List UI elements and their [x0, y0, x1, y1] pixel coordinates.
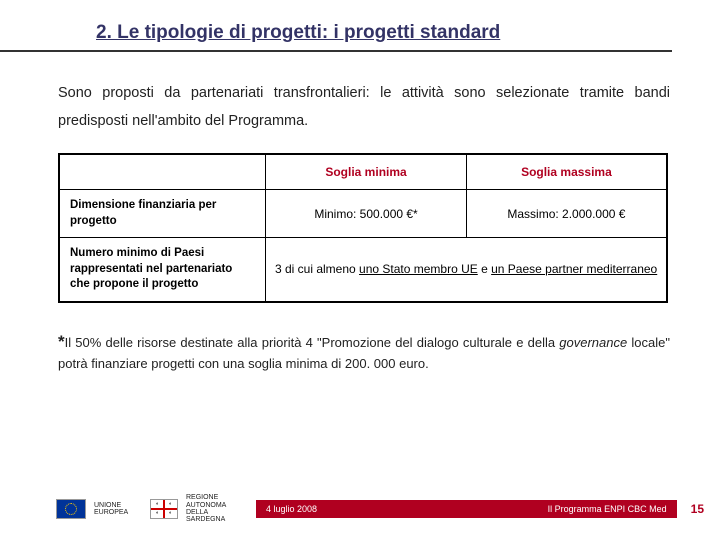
footnote-text-1: Il 50% delle risorse destinate alla prio… [65, 335, 560, 350]
merged-underline-2: un Paese partner mediterraneo [491, 262, 657, 276]
merged-mid: e [478, 262, 491, 276]
eu-label: UNIONE EUROPEA [94, 502, 142, 517]
footnote-italic: governance [559, 335, 627, 350]
intro-paragraph: Sono proposti da partenariati transfront… [0, 52, 720, 135]
cell-max: Massimo: 2.000.000 € [466, 190, 667, 238]
footnote: *Il 50% delle risorse destinate alla pri… [0, 303, 720, 374]
footer-date: 4 luglio 2008 [266, 504, 317, 514]
row-label: Dimensione finanziaria per progetto [59, 190, 266, 238]
slide-title: 2. Le tipologie di progetti: i progetti … [96, 22, 500, 43]
footer-red-bar: 4 luglio 2008 Il Programma ENPI CBC Med [256, 500, 677, 518]
page-number: 15 [691, 502, 704, 516]
table-row: Numero minimo di Paesi rappresentati nel… [59, 238, 667, 302]
eu-flag-icon [56, 499, 86, 519]
merged-underline-1: uno Stato membro UE [359, 262, 478, 276]
table-header-max: Soglia massima [466, 154, 667, 190]
table-header-empty [59, 154, 266, 190]
cell-merged: 3 di cui almeno uno Stato membro UE e un… [266, 238, 667, 302]
cell-min: Minimo: 500.000 €* [266, 190, 467, 238]
footer-program: Il Programma ENPI CBC Med [548, 504, 667, 514]
table-header-min: Soglia minima [266, 154, 467, 190]
merged-prefix: 3 di cui almeno [275, 262, 359, 276]
row-label: Numero minimo di Paesi rappresentati nel… [59, 238, 266, 302]
footer: UNIONE EUROPEA ◐◐◐◐ REGIONE AUTONOMA DEL… [0, 492, 720, 526]
sardegna-flag-icon: ◐◐◐◐ [150, 499, 178, 519]
table-row: Dimensione finanziaria per progetto Mini… [59, 190, 667, 238]
thresholds-table: Soglia minima Soglia massima Dimensione … [58, 153, 668, 303]
sardegna-label: REGIONE AUTONOMA DELLA SARDEGNA [186, 494, 248, 523]
slide-header: 2. Le tipologie di progetti: i progetti … [0, 0, 672, 52]
footnote-star: * [58, 332, 65, 351]
